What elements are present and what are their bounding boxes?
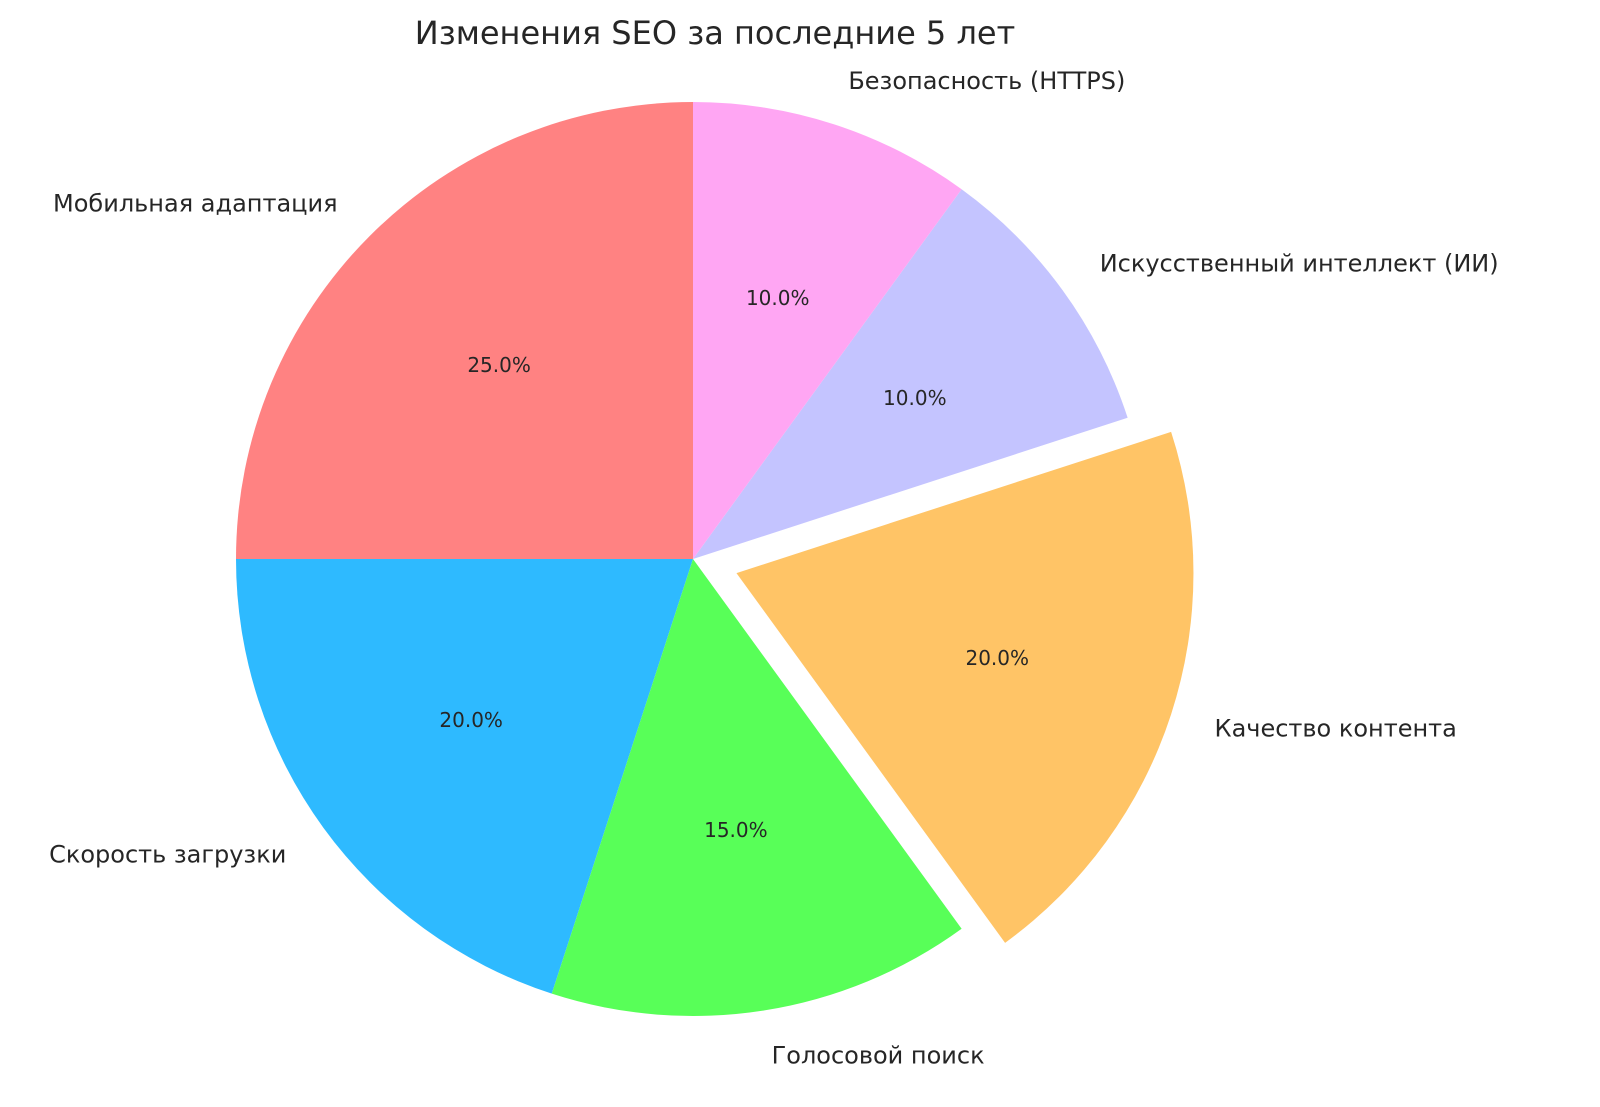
pie-slice [236, 559, 693, 994]
slice-percent-label: 20.0% [965, 646, 1029, 670]
slice-percent-label: 10.0% [883, 386, 947, 410]
slice-label: Скорость загрузки [49, 840, 286, 868]
slice-label: Безопасность (HTTPS) [848, 67, 1125, 95]
slice-percent-label: 15.0% [704, 818, 768, 842]
slice-label: Качество контента [1215, 714, 1457, 742]
pie-slice [693, 189, 1128, 559]
pie-slice [736, 431, 1194, 943]
pie-slice [693, 102, 962, 559]
slice-label: Мобильная адаптация [53, 190, 338, 218]
slice-percent-label: 25.0% [467, 353, 531, 377]
slice-label: Искусственный интеллект (ИИ) [1100, 250, 1499, 278]
chart-title: Изменения SEO за последние 5 лет [415, 14, 1015, 52]
pie-slice [551, 559, 962, 1016]
pie-slice [236, 102, 693, 559]
slice-percent-label: 10.0% [746, 286, 810, 310]
slice-percent-label: 20.0% [439, 708, 503, 732]
slice-label: Голосовой поиск [772, 1042, 985, 1070]
